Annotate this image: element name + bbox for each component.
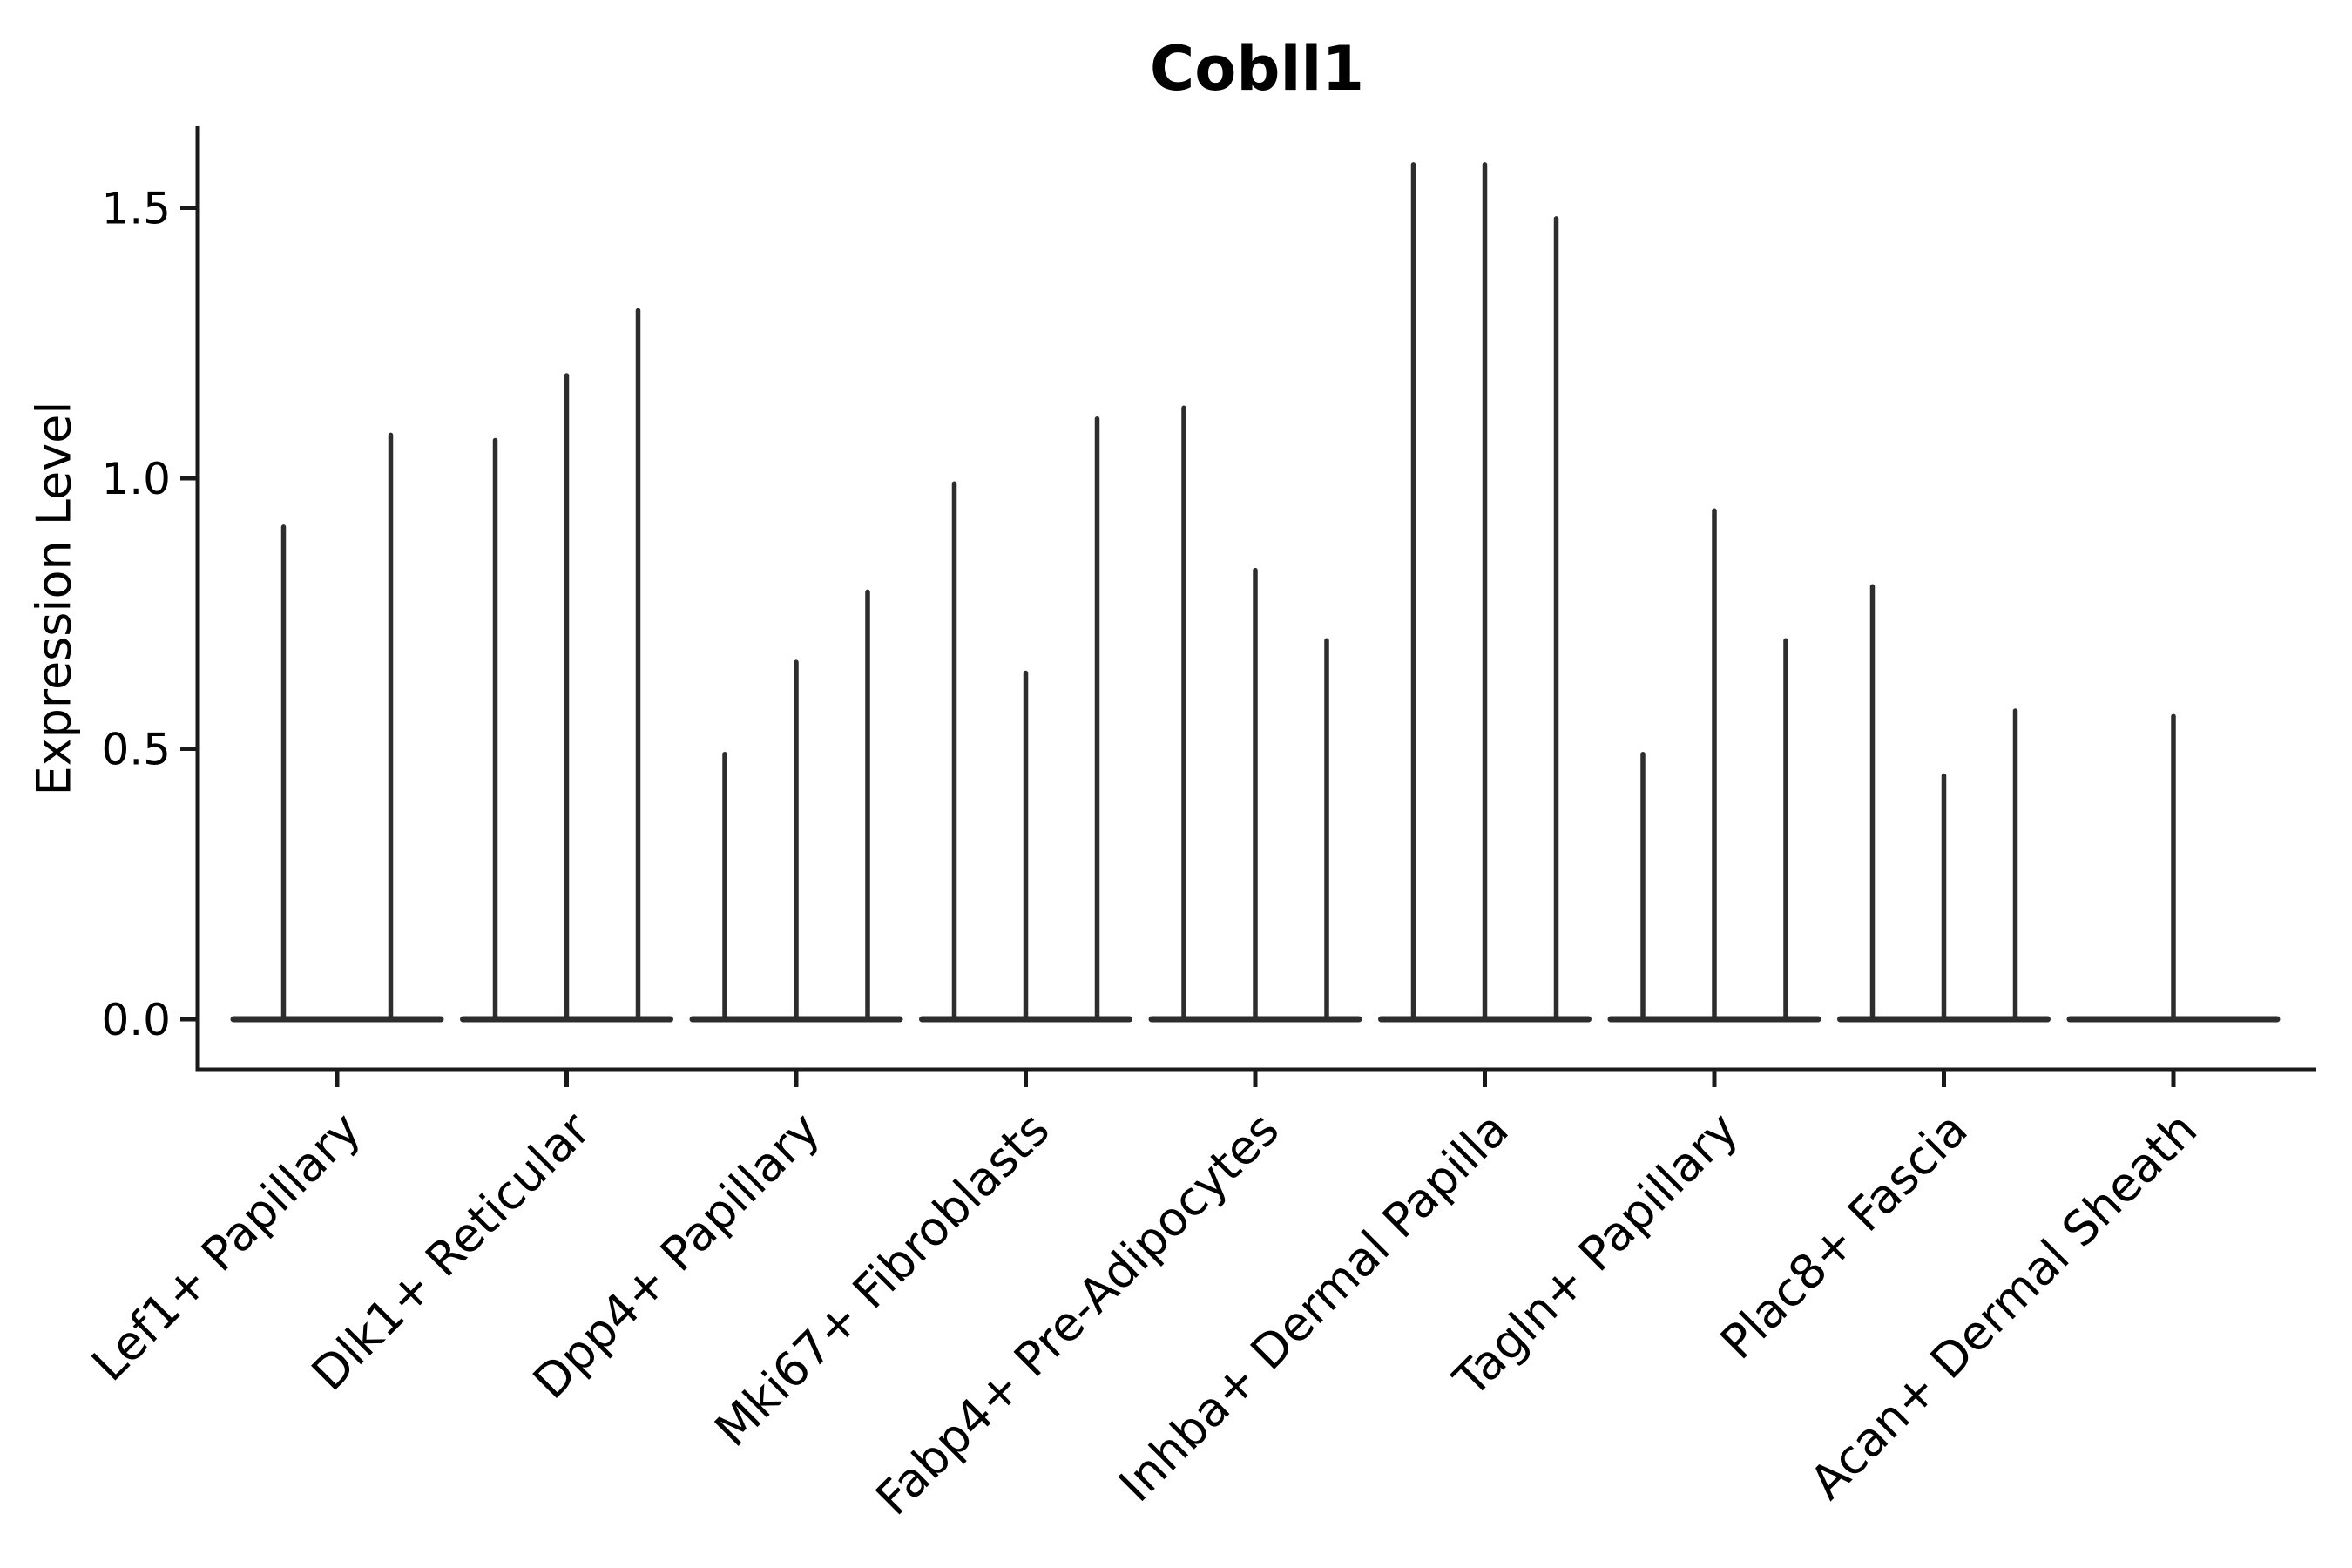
y-tick-label: 0.0: [101, 995, 171, 1045]
y-tick-label: 0.5: [101, 725, 171, 775]
y-tick-label: 1.0: [101, 454, 171, 504]
x-axis-category-label: Inhba+ Dermal Papilla: [1108, 1102, 1518, 1512]
chart-title: Cobll1: [1149, 33, 1365, 105]
x-axis-category-label: Fabp4+ Pre-Adipocytes: [865, 1102, 1289, 1526]
y-tick-label: 1.5: [101, 184, 171, 234]
x-axis-category-label: Acan+ Dermal Sheath: [1800, 1102, 2207, 1510]
x-axis-category-label: Plac8+ Fascia: [1710, 1102, 1978, 1370]
